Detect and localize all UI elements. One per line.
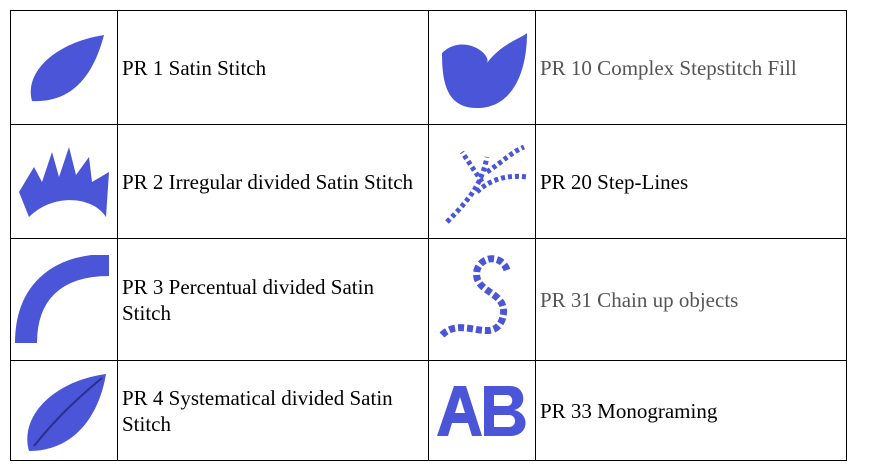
text-cell: PR 33 Monograming <box>535 360 847 461</box>
icon <box>15 254 110 343</box>
icon-cell <box>10 10 118 125</box>
table-row: PR 3 Percentual divided Satin Stitch PR … <box>10 238 847 361</box>
icon-cell <box>10 124 118 239</box>
icon <box>27 373 106 451</box>
table-row: PR 2 Irregular divided Satin Stitch PR 2… <box>10 124 847 239</box>
text-cell: PR 2 Irregular divided Satin Stitch <box>117 124 429 239</box>
icon-cell <box>428 10 536 125</box>
text-cell: PR 3 Percentual divided Satin Stitch <box>117 238 429 361</box>
icon <box>442 32 527 108</box>
text-cell: PR 1 Satin Stitch <box>117 10 429 125</box>
text-cell: PR 10 Complex Stepstitch Fill <box>535 10 847 125</box>
icon <box>439 254 511 338</box>
table-row: PR 4 Systematical divided Satin Stitch P… <box>10 360 847 461</box>
text-cell: PR 20 Step-Lines <box>535 124 847 239</box>
icon-cell <box>428 124 536 239</box>
icon <box>30 34 105 101</box>
icon-cell <box>428 360 536 461</box>
icon-cell <box>10 238 118 361</box>
icon <box>445 144 528 224</box>
table-row: PR 1 Satin Stitch PR 10 Complex Stepstit… <box>10 10 847 125</box>
text-cell: PR 4 Systematical divided Satin Stitch <box>117 360 429 461</box>
icon-cell <box>428 238 536 361</box>
icon <box>437 385 526 436</box>
text-cell: PR 31 Chain up objects <box>535 238 847 361</box>
icon <box>19 146 109 217</box>
icon-cell <box>10 360 118 461</box>
stitch-table: PR 1 Satin Stitch PR 10 Complex Stepstit… <box>10 10 847 461</box>
